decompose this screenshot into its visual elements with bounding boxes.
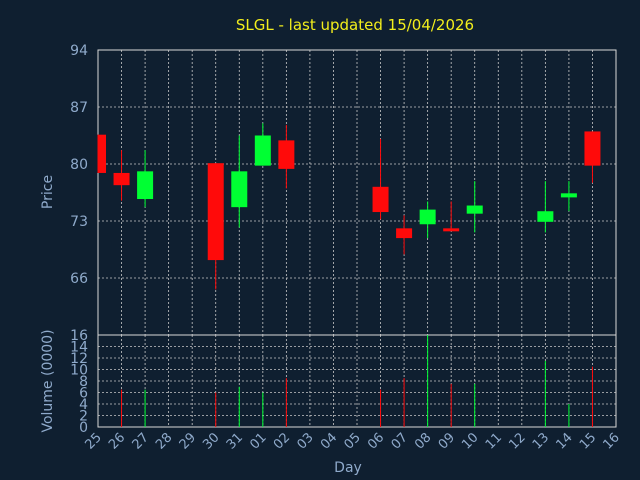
x-tick-label: 27 <box>130 430 152 452</box>
price-panel: 94 87 80 73 66 <box>70 43 617 336</box>
x-tick-label: 01 <box>247 430 269 452</box>
x-tick-label: 13 <box>530 430 552 452</box>
volume-tick-label: 8 <box>79 374 88 390</box>
candle-body <box>207 163 224 261</box>
price-tick-label: 66 <box>70 271 88 287</box>
volume-tick-label: 6 <box>79 386 88 402</box>
x-tick-label: 06 <box>365 430 387 452</box>
volume-plot-frame <box>97 334 617 428</box>
volume-tick-label: 0 <box>79 420 88 436</box>
price-tick-label: 73 <box>70 214 88 230</box>
candle-body <box>396 228 413 239</box>
price-plot-frame <box>97 49 617 336</box>
volume-tick-label: 12 <box>70 351 88 367</box>
candle-body <box>419 209 436 225</box>
candle-body <box>113 172 130 186</box>
candle-body <box>254 135 271 166</box>
x-tick-labels: 25 26 27 28 29 30 31 01 02 03 04 05 06 07 08 09 10 11 12 13… <box>83 430 623 452</box>
x-tick-label: 14 <box>553 430 575 452</box>
x-tick-label: 11 <box>483 430 505 452</box>
x-tick-label: 02 <box>271 430 293 452</box>
candle-body <box>137 171 154 200</box>
x-tick-label: 12 <box>506 430 528 452</box>
x-tick-label: 09 <box>436 430 458 452</box>
volume-tick-label: 4 <box>79 397 88 413</box>
candle-body <box>98 134 106 173</box>
candle-body <box>537 211 554 222</box>
candle-body <box>231 171 248 208</box>
price-tick-label: 80 <box>70 157 88 173</box>
x-tick-label: 29 <box>177 430 199 452</box>
x-tick-label: 07 <box>389 430 411 452</box>
candle-body <box>278 140 295 169</box>
x-tick-label: 08 <box>412 430 434 452</box>
x-tick-label: 16 <box>601 430 623 452</box>
candle-body <box>466 205 483 214</box>
x-tick-label: 31 <box>224 430 246 452</box>
x-tick-label: 10 <box>459 430 481 452</box>
price-tick-label: 87 <box>70 100 88 116</box>
x-tick-label: 03 <box>294 430 316 452</box>
candle-body <box>560 193 577 198</box>
candle-body <box>443 228 460 232</box>
volume-tick-label: 2 <box>79 409 88 425</box>
x-tick-label: 30 <box>200 430 222 452</box>
candle-body <box>372 186 389 213</box>
x-tick-label: 26 <box>106 430 128 452</box>
volume-axis-label: Volume (0000) <box>40 329 56 432</box>
volume-tick-label: 16 <box>70 328 88 344</box>
price-axis-label: Price <box>40 175 56 209</box>
x-axis-label: Day <box>334 460 362 476</box>
candle-body <box>584 131 601 166</box>
chart-title: SLGL - last updated 15/04/2026 <box>236 16 474 34</box>
x-tick-label: 28 <box>153 430 175 452</box>
x-tick-label: 04 <box>318 430 340 452</box>
volume-tick-label: 14 <box>70 340 88 356</box>
x-tick-label: 05 <box>342 430 364 452</box>
x-tick-label: 15 <box>577 430 599 452</box>
price-tick-label: 94 <box>70 43 88 59</box>
volume-tick-label: 10 <box>70 363 88 379</box>
